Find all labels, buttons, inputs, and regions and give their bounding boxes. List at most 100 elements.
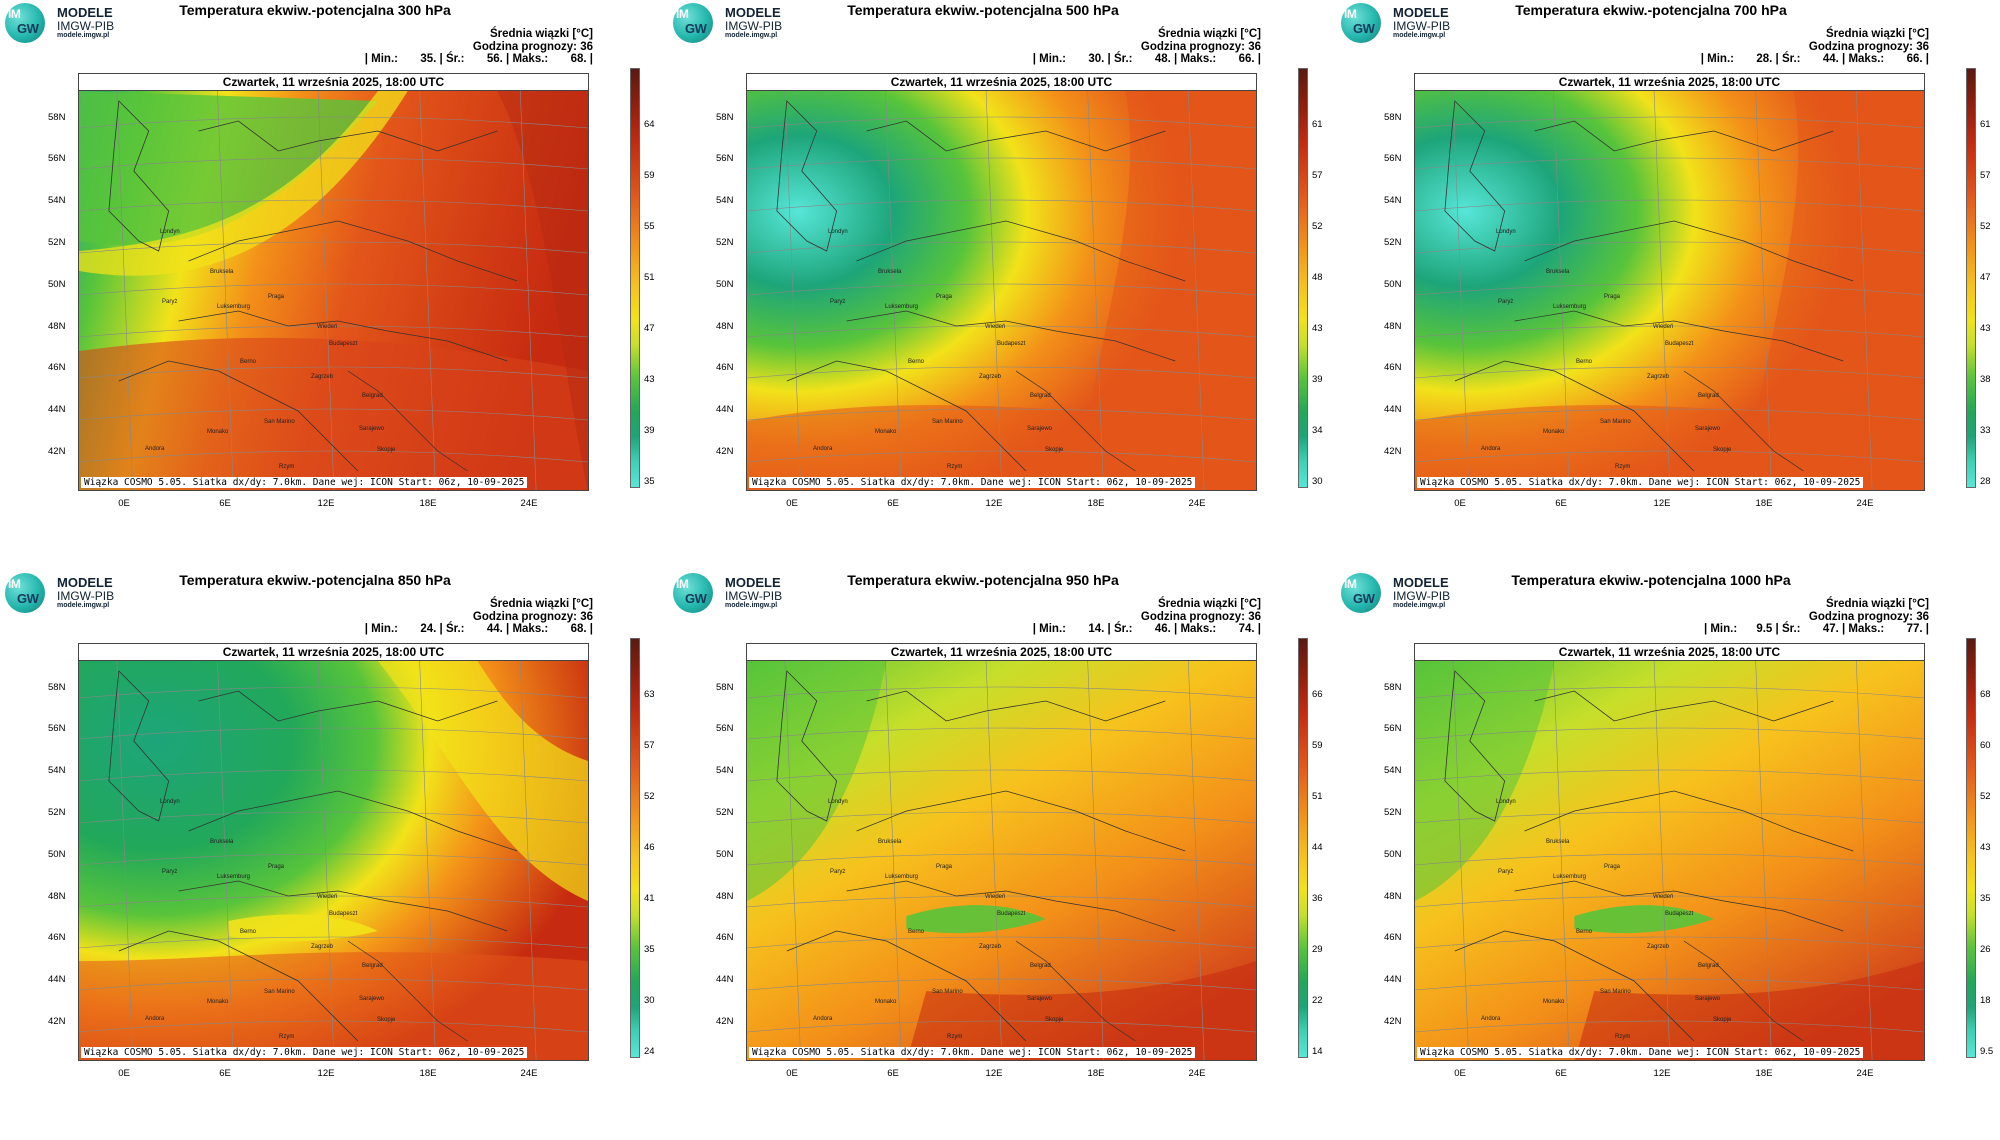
city-label: Paryż bbox=[1498, 299, 1514, 305]
city-label: Londyn bbox=[828, 229, 848, 235]
imgw-logo: IM GW MODELE IMGW-PIB modele.imgw.pl bbox=[1341, 3, 1491, 43]
city-label: Londyn bbox=[160, 229, 180, 235]
colorbar-label: 14 bbox=[1312, 1046, 1323, 1057]
colorbar-label: 64 bbox=[644, 119, 655, 130]
panel-title: Temperatura ekwiw.-potencjalna 850 hPa bbox=[179, 572, 451, 588]
panel-title: Temperatura ekwiw.-potencjalna 300 hPa bbox=[179, 2, 451, 18]
city-label: Zagrzeb bbox=[1647, 374, 1670, 380]
valid-date: Czwartek, 11 września 2025, 18:00 UTC bbox=[79, 74, 588, 91]
city-label: San Marino bbox=[264, 989, 295, 995]
lat-label: 54N bbox=[48, 765, 66, 776]
city-label: Praga bbox=[268, 294, 285, 300]
city-label: Monako bbox=[1543, 999, 1565, 1005]
city-label: Praga bbox=[268, 864, 285, 870]
colorbar-label: 57 bbox=[644, 740, 655, 751]
temperature-field: Londyn Bruksela Paryż Luksemburg Praga Wiedeń… bbox=[1415, 91, 1924, 490]
lat-label: 48N bbox=[716, 891, 734, 902]
mean-label: Średnia wiązki [°C] bbox=[1825, 28, 1929, 40]
city-label: Londyn bbox=[1496, 799, 1516, 805]
city-label: Luksemburg bbox=[885, 304, 919, 310]
city-label: Monako bbox=[875, 429, 897, 435]
city-label: Londyn bbox=[160, 799, 180, 805]
city-label: Zagrzeb bbox=[311, 944, 334, 950]
logo-line2: IMGW-PIB bbox=[725, 589, 783, 603]
colorbar-label: 59 bbox=[644, 170, 655, 181]
colorbar-label: 43 bbox=[1312, 323, 1323, 334]
city-label: Rzym bbox=[279, 464, 295, 470]
lat-label: 58N bbox=[48, 112, 66, 123]
lat-label: 56N bbox=[716, 153, 734, 164]
panel-meta: Średnia wiązki [°C] Godzina prognozy: 36 |… bbox=[365, 598, 593, 636]
city-label: Bruksela bbox=[1546, 839, 1570, 845]
valid-date: Czwartek, 11 września 2025, 18:00 UTC bbox=[1415, 74, 1924, 91]
colorbar-label: 33 bbox=[1980, 425, 1991, 436]
city-label: Bruksela bbox=[878, 269, 902, 275]
city-label: Berno bbox=[908, 359, 925, 365]
city-label: Bruksela bbox=[1546, 269, 1570, 275]
city-label: Zagrzeb bbox=[1647, 944, 1670, 950]
lat-label: 46N bbox=[1384, 362, 1402, 373]
logo-line1: MODELE bbox=[57, 575, 113, 590]
city-label: Zagrzeb bbox=[979, 374, 1002, 380]
lat-label: 54N bbox=[1384, 765, 1402, 776]
city-label: Praga bbox=[936, 864, 953, 870]
city-label: Sarajewo bbox=[1695, 996, 1721, 1002]
lat-label: 46N bbox=[716, 362, 734, 373]
city-label: Skopje bbox=[1713, 447, 1732, 453]
temperature-field: Londyn Bruksela Paryż Luksemburg Praga Wiedeń… bbox=[79, 661, 588, 1060]
city-label: Wiedeń bbox=[1653, 894, 1674, 900]
lat-label: 52N bbox=[48, 237, 66, 248]
stats-line: | Min.: 35. | Śr.: 56. | Maks.: 68. | bbox=[364, 53, 593, 65]
imgw-logo: IM GW MODELE IMGW-PIB modele.imgw.pl bbox=[1341, 573, 1491, 613]
panel-meta: Średnia wiązki [°C] Godzina prognozy: 36 |… bbox=[1701, 28, 1929, 66]
lat-label: 58N bbox=[716, 682, 734, 693]
model-footer: Wiązka COSMO 5.05. Siatka dx/dy: 7.0km. … bbox=[81, 1047, 528, 1058]
lon-label: 0E bbox=[786, 498, 798, 509]
temperature-field: Londyn Bruksela Paryż Luksemburg Praga Wiedeń… bbox=[747, 91, 1256, 490]
lon-label: 0E bbox=[786, 1068, 798, 1079]
mean-label: Średnia wiązki [°C] bbox=[1825, 598, 1929, 610]
colorbar-label: 35 bbox=[644, 476, 655, 487]
city-label: Rzym bbox=[947, 464, 963, 470]
city-label: Monako bbox=[207, 429, 229, 435]
imgw-logo-icon: IM GW bbox=[1341, 3, 1381, 43]
city-label: Monako bbox=[207, 999, 229, 1005]
lat-label: 48N bbox=[1384, 321, 1402, 332]
logo-url: modele.imgw.pl bbox=[57, 32, 110, 39]
colorbar-label: 26 bbox=[1980, 944, 1991, 955]
colorbar bbox=[630, 638, 640, 1058]
city-label: Luksemburg bbox=[1553, 304, 1587, 310]
lat-label: 50N bbox=[716, 849, 734, 860]
colorbar bbox=[1298, 68, 1308, 488]
logo-line2: IMGW-PIB bbox=[725, 19, 783, 33]
forecast-hour: Godzina prognozy: 36 bbox=[1808, 40, 1929, 53]
lat-label: 46N bbox=[48, 362, 66, 373]
colorbar-label: 36 bbox=[1312, 893, 1323, 904]
forecast-panel: IM GW MODELE IMGW-PIB modele.imgw.pl Temp… bbox=[0, 0, 668, 570]
lat-label: 46N bbox=[716, 932, 734, 943]
lon-label: 18E bbox=[419, 498, 437, 509]
city-label: Praga bbox=[1604, 864, 1621, 870]
lon-label: 18E bbox=[1755, 498, 1773, 509]
lon-label: 12E bbox=[1653, 1068, 1671, 1079]
lat-label: 56N bbox=[1384, 153, 1402, 164]
city-label: Andora bbox=[145, 446, 165, 452]
city-label: Praga bbox=[1604, 294, 1621, 300]
colorbar-label: 43 bbox=[1980, 323, 1991, 334]
city-label: Paryż bbox=[830, 869, 846, 875]
colorbar-label: 52 bbox=[1980, 791, 1991, 802]
lat-label: 42N bbox=[48, 1016, 66, 1027]
imgw-logo-icon: IM GW bbox=[673, 3, 713, 43]
colorbar-label: 61 bbox=[1980, 119, 1991, 130]
lat-label: 52N bbox=[1384, 807, 1402, 818]
colorbar-label: 22 bbox=[1312, 995, 1323, 1006]
lon-label: 12E bbox=[1653, 498, 1671, 509]
city-label: Paryż bbox=[162, 299, 178, 305]
imgw-logo-icon: IM GW bbox=[1341, 573, 1381, 613]
colorbar-label: 30 bbox=[644, 995, 655, 1006]
colorbar-label: 30 bbox=[1312, 476, 1323, 487]
city-label: Bruksela bbox=[210, 839, 234, 845]
city-label: Paryż bbox=[162, 869, 178, 875]
panel-meta: Średnia wiązki [°C] Godzina prognozy: 36 |… bbox=[1033, 598, 1261, 636]
